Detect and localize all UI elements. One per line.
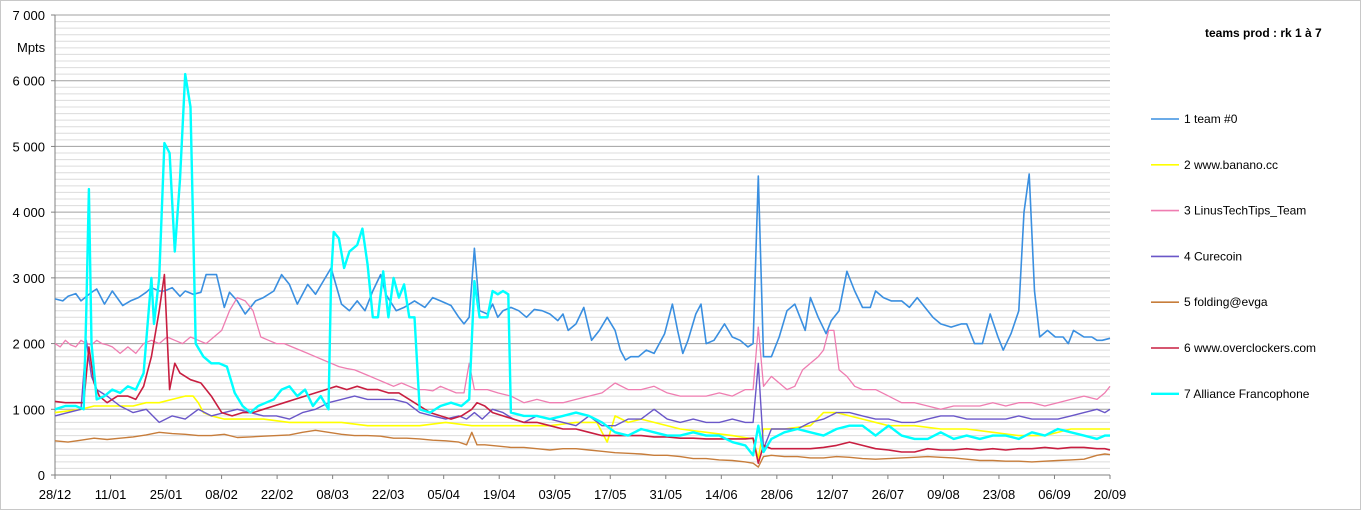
y-axis-label: Mpts: [17, 40, 46, 55]
x-tick-label: 03/05: [538, 487, 571, 502]
x-tick-label: 08/02: [205, 487, 238, 502]
y-tick-labels: 0 1 000 2 000 3 000 4 000 5 000 6 000 7 000: [12, 8, 55, 483]
x-tick-label: 28/12: [39, 487, 72, 502]
y-tick-label: 5 000: [12, 139, 45, 154]
y-tick-label: 6 000: [12, 74, 45, 89]
series-line-7: [54, 72, 1110, 457]
y-tick-label: 7 000: [12, 8, 45, 23]
x-tick-label: 17/05: [594, 487, 627, 502]
y-tick-label: 1 000: [12, 402, 45, 417]
x-tick-label: 20/09: [1094, 487, 1127, 502]
x-tick-labels: 28/12 11/01 25/01 08/02 22/02 08/03 22/03 05/04…: [39, 475, 1127, 502]
x-tick-label: 11/01: [95, 487, 127, 502]
major-gridlines: [55, 14, 1110, 410]
x-tick-label: 23/08: [983, 487, 1016, 502]
y-tick-label: 2 000: [12, 337, 45, 352]
series-line-6: [54, 273, 1111, 465]
x-tick-label: 14/06: [705, 487, 738, 502]
series-line-1: [54, 173, 1111, 361]
minor-gridlines: [55, 21, 1110, 469]
x-tick-label: 08/03: [316, 487, 349, 502]
y-tick-label: 4 000: [12, 205, 45, 220]
y-tick-label: 3 000: [12, 271, 45, 286]
x-tick-label: 05/04: [427, 487, 460, 502]
x-tick-label: 06/09: [1038, 487, 1071, 502]
series-line-5: [54, 429, 1111, 468]
x-tick-label: 26/07: [872, 487, 905, 502]
axes: [54, 15, 1110, 476]
x-tick-label: 28/06: [761, 487, 794, 502]
legend-label-1: 1 team #0: [1184, 112, 1238, 126]
legend-label-3: 3 LinusTechTips_Team: [1184, 204, 1306, 218]
legend: 1 team #0 2 www.banano.cc 3 LinusTechTips_…: [1151, 112, 1316, 401]
x-tick-label: 22/03: [372, 487, 405, 502]
chart-title: teams prod : rk 1 à 7: [1205, 26, 1322, 40]
series-lines: [54, 72, 1111, 468]
series-line-3: [54, 296, 1111, 410]
legend-label-7: 7 Alliance Francophone: [1184, 387, 1310, 401]
x-tick-label: 22/02: [261, 487, 294, 502]
legend-label-4: 4 Curecoin: [1184, 249, 1242, 263]
y-tick-label: 0: [38, 468, 45, 483]
x-tick-label: 09/08: [927, 487, 960, 502]
series-line-4: [54, 339, 1111, 450]
legend-label-5: 5 folding@evga: [1184, 295, 1268, 309]
legend-label-6: 6 www.overclockers.com: [1184, 341, 1316, 355]
x-tick-label: 25/01: [150, 487, 183, 502]
legend-label-2: 2 www.banano.cc: [1184, 158, 1278, 172]
x-tick-label: 19/04: [483, 487, 516, 502]
x-tick-label: 31/05: [650, 487, 683, 502]
x-tick-label: 12/07: [816, 487, 849, 502]
